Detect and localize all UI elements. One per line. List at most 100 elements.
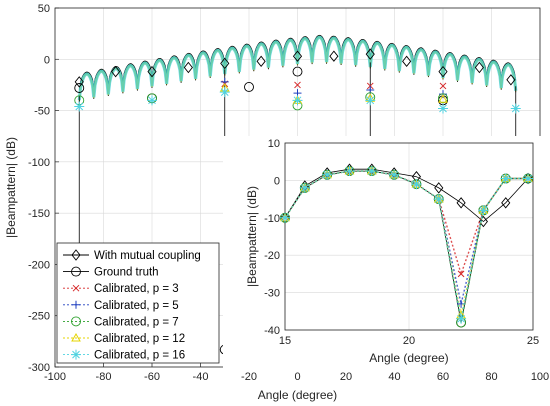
inset-data-point: [322, 169, 333, 180]
data-point: [74, 76, 84, 88]
x-tick-label: -100: [44, 371, 66, 383]
legend: With mutual coupling Ground truth Calibrat…: [56, 242, 220, 364]
legend-marker: [71, 249, 81, 261]
x-tick-label: 20: [340, 371, 352, 383]
data-point: [74, 101, 85, 112]
y-axis-label: |Beampattern| (dB): [4, 137, 18, 238]
inset-x-axis-label: Angle (degree): [369, 351, 448, 365]
legend-label: With mutual coupling: [94, 250, 201, 262]
inset-series-line: [284, 170, 528, 319]
data-point: [510, 103, 521, 114]
data-point: [183, 61, 193, 74]
legend-marker: [71, 316, 81, 327]
inset-data-point: [411, 179, 422, 190]
inset-data-point: [434, 182, 444, 194]
y-tick-label: 0: [44, 54, 50, 66]
inset-data-point: [500, 173, 511, 184]
y-tick-label: -250: [28, 311, 50, 323]
data-point: [256, 55, 266, 68]
data-point: [506, 74, 516, 86]
inset-data-point: [478, 205, 489, 216]
legend-label: Calibrated, p = 3: [94, 283, 179, 295]
legend-box: [56, 242, 220, 364]
x-tick-label: 40: [388, 371, 400, 383]
inset-y-tick-label: 10: [268, 138, 280, 150]
legend-marker: [72, 300, 80, 309]
data-point: [438, 103, 448, 114]
data-point: [438, 65, 448, 78]
x-axis-label: Angle (degree): [258, 388, 337, 402]
inset-x-tick-label: 25: [527, 335, 539, 347]
y-tick-label: 50: [38, 3, 50, 15]
legend-label: Calibrated, p = 7: [94, 316, 179, 328]
inset-data-point: [299, 182, 310, 193]
legend-marker: [72, 284, 80, 292]
inset-data-point: [433, 194, 444, 205]
inset-background: [223, 136, 541, 368]
data-point: [147, 65, 157, 78]
y-tick-label: -300: [28, 362, 50, 374]
inset-chart: 15 20 25 10 0 -10 -20 -30 -40 Angle (degree) |Beam…: [223, 136, 541, 368]
data-point: [219, 87, 230, 98]
legend-marker: [71, 266, 81, 277]
inset-data-point: [457, 270, 465, 278]
x-tick-label: 0: [294, 371, 300, 383]
inset-y-tick-label: -30: [264, 288, 280, 300]
legend-label: Ground truth: [94, 267, 159, 279]
inset-y-tick-label: -20: [264, 250, 280, 262]
data-point: [402, 55, 412, 68]
data-point: [244, 82, 254, 92]
x-tick-label: 80: [485, 371, 497, 383]
inset-data-point: [389, 169, 400, 180]
inset-data-point: [456, 313, 467, 324]
data-point: [365, 95, 376, 106]
y-tick-label: -150: [28, 208, 50, 220]
data-point: [292, 66, 303, 77]
calibrated-curve: [78, 37, 517, 101]
y-tick-label: -200: [28, 259, 50, 271]
inset-data-point: [523, 173, 534, 184]
data-point: [294, 81, 301, 89]
inset-data-point: [501, 197, 511, 209]
data-point: [147, 95, 157, 106]
data-point: [74, 83, 85, 93]
calibrated-curve: [77, 35, 518, 101]
x-tick-label: 60: [437, 371, 449, 383]
data-point: [366, 82, 374, 90]
legend-label: Calibrated, p = 12: [94, 333, 185, 345]
data-point: [292, 50, 303, 62]
inset-y-tick-label: -10: [264, 213, 280, 225]
inset-x-tick-label: 15: [279, 335, 291, 347]
data-point: [292, 95, 303, 106]
x-tick-label: 100: [531, 371, 549, 383]
inset-frame: [284, 142, 534, 331]
data-point: [438, 94, 448, 103]
data-point: [220, 57, 230, 70]
data-point: [439, 82, 447, 90]
legend-marker: [71, 332, 81, 342]
inset-data-point: [344, 166, 355, 177]
inset-x-tick-label: 20: [403, 335, 415, 347]
inset-data-point: [366, 166, 377, 177]
x-tick-label: -60: [144, 371, 160, 383]
y-tick-label: -50: [34, 106, 50, 118]
ground-truth-curve: [78, 36, 517, 102]
inset-y-tick-label: 0: [274, 175, 280, 187]
inset-data-point: [456, 197, 466, 209]
data-point: [365, 48, 375, 60]
inset-y-tick-label: -40: [264, 325, 280, 337]
inset-data-point: [280, 212, 290, 223]
legend-label: Calibrated, p = 5: [94, 300, 179, 312]
main-axis-ticks: -100 -80 -60 -40 -20 0 20 40 60 80 100500-50-100-1…: [28, 3, 549, 383]
x-tick-label: -20: [241, 371, 257, 383]
legend-marker: [71, 349, 81, 360]
data-point: [474, 61, 484, 74]
x-tick-label: -80: [96, 371, 112, 383]
legend-label: Calibrated, p = 16: [94, 350, 185, 362]
data-point: [111, 65, 121, 78]
data-point: [329, 50, 339, 62]
y-tick-label: -100: [28, 157, 50, 169]
x-tick-label: -40: [193, 371, 209, 383]
inset-y-axis-label: |Beampattern| (dB): [245, 186, 259, 287]
